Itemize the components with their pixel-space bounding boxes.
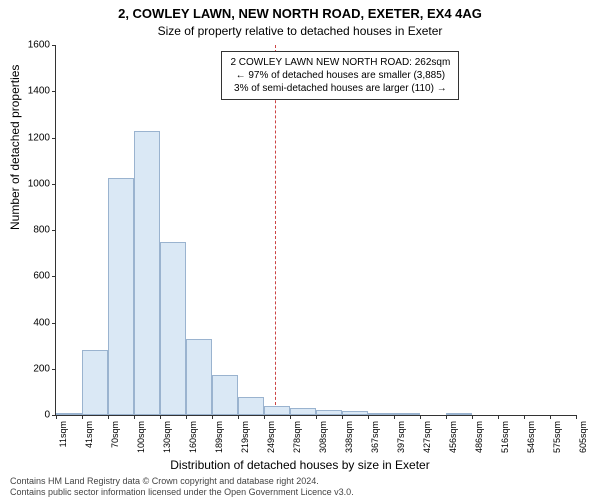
legend-line-1: 2 COWLEY LAWN NEW NORTH ROAD: 262sqm: [230, 56, 450, 69]
histogram-bar: [446, 413, 472, 415]
chart-plot-area: 2 COWLEY LAWN NEW NORTH ROAD: 262sqm ← 9…: [55, 45, 576, 416]
x-tick-mark: [134, 415, 135, 419]
x-tick-label: 546sqm: [526, 421, 536, 453]
x-tick-mark: [472, 415, 473, 419]
x-tick-label: 308sqm: [318, 421, 328, 453]
x-tick-label: 338sqm: [344, 421, 354, 453]
property-marker-line: [275, 45, 276, 415]
histogram-bar: [238, 397, 264, 416]
x-tick-mark: [264, 415, 265, 419]
x-tick-label: 219sqm: [240, 421, 250, 453]
histogram-bar: [368, 413, 394, 415]
x-tick-mark: [290, 415, 291, 419]
x-tick-label: 605sqm: [578, 421, 588, 453]
x-tick-mark: [420, 415, 421, 419]
x-tick-mark: [186, 415, 187, 419]
x-tick-label: 427sqm: [422, 421, 432, 453]
histogram-bar: [56, 413, 82, 415]
x-tick-label: 100sqm: [136, 421, 146, 453]
x-tick-mark: [498, 415, 499, 419]
x-tick-label: 486sqm: [474, 421, 484, 453]
histogram-bar: [160, 242, 186, 415]
x-tick-label: 130sqm: [162, 421, 172, 453]
attribution-text: Contains HM Land Registry data © Crown c…: [10, 476, 590, 498]
x-axis-label: Distribution of detached houses by size …: [0, 458, 600, 472]
x-tick-label: 516sqm: [500, 421, 510, 453]
x-tick-label: 278sqm: [292, 421, 302, 453]
y-tick-mark: [52, 138, 56, 139]
x-tick-label: 70sqm: [110, 421, 120, 448]
histogram-bar: [394, 413, 420, 415]
histogram-bar: [342, 411, 368, 415]
y-tick-mark: [52, 276, 56, 277]
y-tick-mark: [52, 184, 56, 185]
legend-box: 2 COWLEY LAWN NEW NORTH ROAD: 262sqm ← 9…: [221, 51, 459, 100]
attribution-line-2: Contains public sector information licen…: [10, 487, 590, 498]
x-tick-mark: [108, 415, 109, 419]
x-tick-mark: [446, 415, 447, 419]
x-tick-label: 249sqm: [266, 421, 276, 453]
histogram-bar: [264, 406, 290, 415]
chart-title-main: 2, COWLEY LAWN, NEW NORTH ROAD, EXETER, …: [0, 6, 600, 21]
attribution-line-1: Contains HM Land Registry data © Crown c…: [10, 476, 590, 487]
histogram-bar: [82, 350, 108, 415]
x-tick-label: 11sqm: [58, 421, 68, 447]
x-tick-label: 367sqm: [370, 421, 380, 453]
x-tick-label: 456sqm: [448, 421, 458, 453]
histogram-bar: [186, 339, 212, 415]
histogram-bar: [212, 375, 238, 415]
y-tick-mark: [52, 45, 56, 46]
x-tick-mark: [368, 415, 369, 419]
x-tick-label: 189sqm: [214, 421, 224, 453]
x-tick-mark: [82, 415, 83, 419]
x-tick-mark: [550, 415, 551, 419]
x-tick-mark: [524, 415, 525, 419]
x-tick-mark: [342, 415, 343, 419]
y-tick-mark: [52, 369, 56, 370]
x-tick-label: 397sqm: [396, 421, 406, 453]
y-tick-mark: [52, 323, 56, 324]
legend-line-3: 3% of semi-detached houses are larger (1…: [230, 82, 450, 95]
histogram-bar: [108, 178, 134, 415]
y-axis-label: Number of detached properties: [8, 65, 22, 230]
y-tick-mark: [52, 91, 56, 92]
x-tick-label: 160sqm: [188, 421, 198, 453]
x-tick-label: 41sqm: [84, 421, 94, 448]
x-tick-mark: [56, 415, 57, 419]
legend-line-2: ← 97% of detached houses are smaller (3,…: [230, 69, 450, 82]
x-tick-label: 575sqm: [552, 421, 562, 453]
x-tick-mark: [238, 415, 239, 419]
histogram-bar: [134, 131, 160, 415]
x-tick-mark: [212, 415, 213, 419]
y-tick-mark: [52, 230, 56, 231]
x-tick-mark: [576, 415, 577, 419]
x-tick-mark: [160, 415, 161, 419]
histogram-bar: [290, 408, 316, 415]
chart-title-sub: Size of property relative to detached ho…: [0, 24, 600, 38]
x-tick-mark: [394, 415, 395, 419]
histogram-bar: [316, 410, 342, 415]
x-tick-mark: [316, 415, 317, 419]
